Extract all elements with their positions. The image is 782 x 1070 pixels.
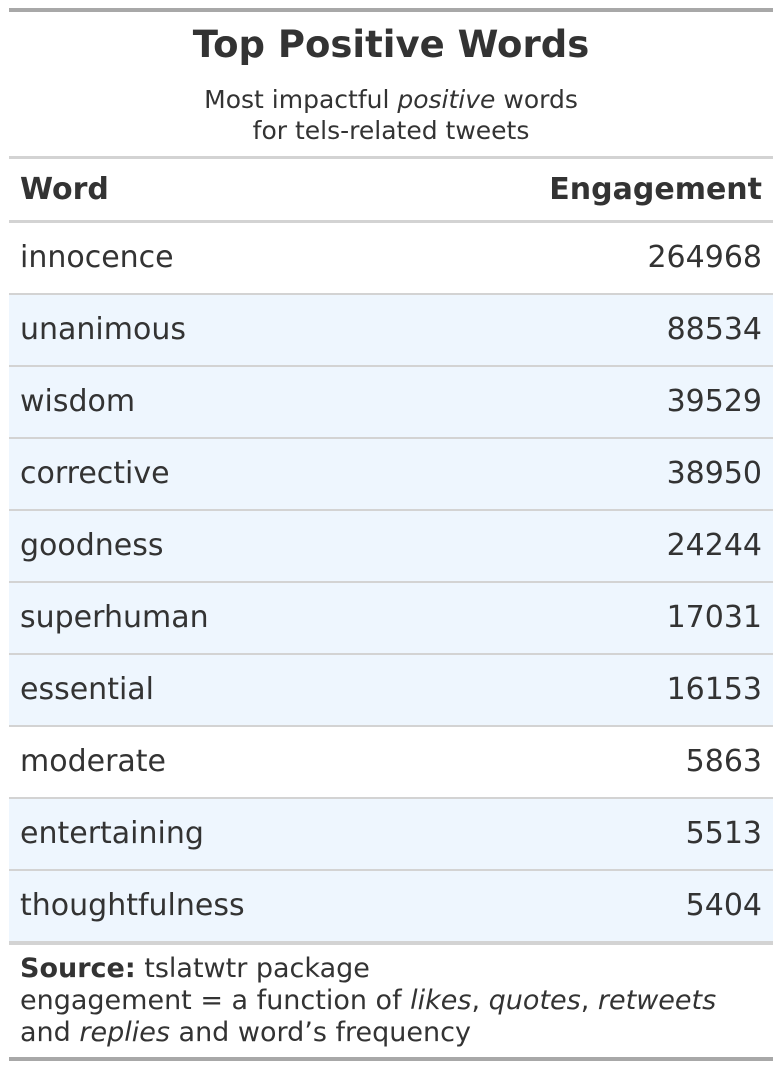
bottom-rule [9, 1057, 773, 1061]
note-quotes: quotes [488, 985, 581, 1016]
table-row: essential 16153 [9, 655, 773, 727]
subtitle-emphasis: positive [397, 85, 496, 114]
source-text: tslatwtr package [135, 953, 370, 984]
source-line-2: engagement = a function of likes, quotes… [20, 985, 775, 1017]
table-row: superhuman 17031 [9, 583, 773, 655]
word-cell: innocence [20, 240, 174, 275]
subtitle-line-2: for tels-related tweets [252, 116, 530, 145]
column-header-word: Word [20, 172, 109, 207]
note-retweets: retweets [597, 985, 717, 1016]
note-replies: replies [79, 1017, 170, 1048]
header-top-rule [9, 156, 773, 159]
word-cell: superhuman [20, 600, 209, 635]
word-cell: corrective [20, 456, 170, 491]
note-pre: engagement = a function of [20, 985, 411, 1016]
table-body: innocence 264968 unanimous 88534 wisdom 39529… [9, 223, 773, 943]
word-cell: wisdom [20, 384, 136, 419]
word-cell: moderate [20, 744, 167, 779]
note-and: and [20, 1017, 80, 1048]
table-row: corrective 38950 [9, 439, 773, 511]
engagement-cell: 16153 [666, 672, 762, 707]
table-subtitle: Most impactful positive words for tels-r… [9, 84, 773, 146]
word-cell: unanimous [20, 312, 186, 347]
column-header-engagement: Engagement [549, 172, 762, 207]
table-row: wisdom 39529 [9, 367, 773, 439]
note-likes: likes [410, 985, 472, 1016]
word-cell: essential [20, 672, 155, 707]
note-comma-2: , [580, 985, 598, 1016]
source-note: Source: tslatwtr package engagement = a … [20, 953, 775, 1049]
engagement-cell: 38950 [666, 456, 762, 491]
source-line-3: and replies and word’s frequency [20, 1017, 775, 1049]
word-cell: thoughtfulness [20, 888, 245, 923]
table-row: entertaining 5513 [9, 799, 773, 871]
word-cell: entertaining [20, 816, 204, 851]
engagement-cell: 39529 [666, 384, 762, 419]
top-rule [9, 8, 773, 12]
table-row: thoughtfulness 5404 [9, 871, 773, 943]
engagement-cell: 88534 [666, 312, 762, 347]
source-label: Source: [20, 953, 136, 984]
engagement-cell: 5404 [685, 888, 762, 923]
subtitle-line-1: Most impactful positive words [9, 84, 773, 115]
subtitle-pre: Most impactful [204, 85, 398, 114]
table-row: moderate 5863 [9, 727, 773, 799]
note-comma-1: , [471, 985, 489, 1016]
table-row: unanimous 88534 [9, 295, 773, 367]
engagement-cell: 5863 [685, 744, 762, 779]
table-row: goodness 24244 [9, 511, 773, 583]
subtitle-post: words [495, 85, 578, 114]
engagement-cell: 24244 [666, 528, 762, 563]
engagement-cell: 264968 [647, 240, 762, 275]
note-post: and word’s frequency [169, 1017, 471, 1048]
header-bottom-rule [9, 220, 773, 223]
source-line-1: Source: tslatwtr package [20, 953, 775, 985]
word-cell: goodness [20, 528, 164, 563]
column-header-row: Word Engagement [9, 159, 773, 221]
footer-top-rule [9, 941, 773, 945]
table-title: Top Positive Words [192, 23, 590, 66]
engagement-cell: 5513 [685, 816, 762, 851]
engagement-cell: 17031 [666, 600, 762, 635]
table-row: innocence 264968 [9, 223, 773, 295]
